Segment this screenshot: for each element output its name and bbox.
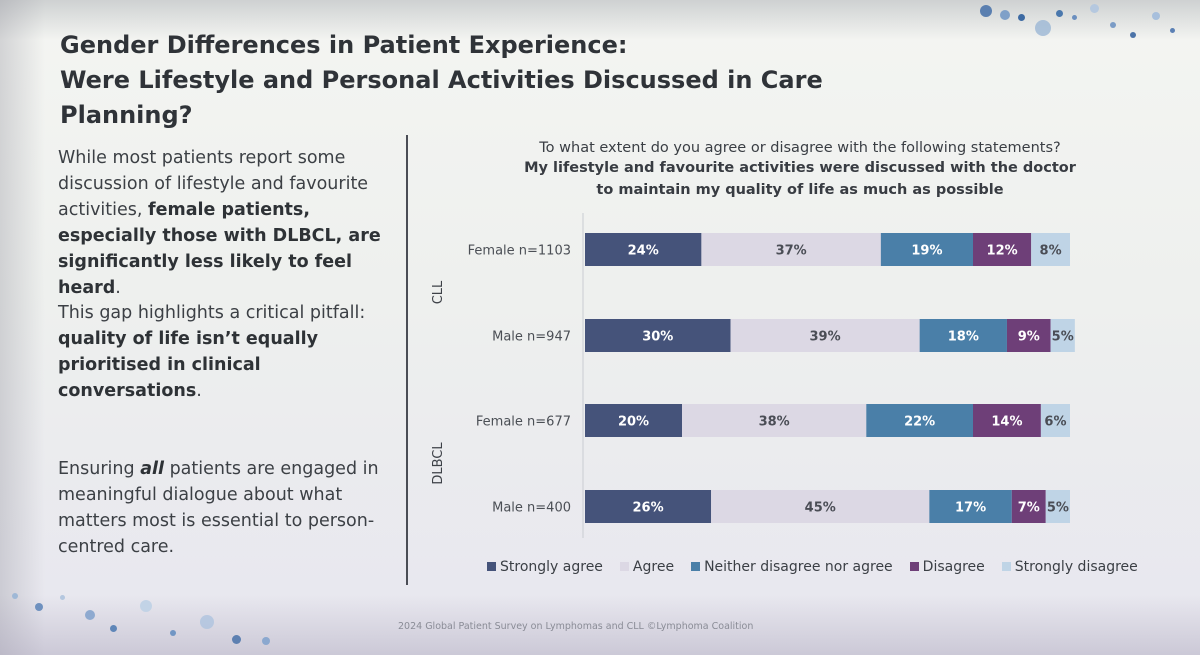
chart-question: To what extent do you agree or disagree … bbox=[539, 140, 1061, 156]
bar-segment-agree bbox=[711, 490, 930, 523]
legend-swatch bbox=[691, 562, 701, 571]
bar-segment-agree bbox=[730, 319, 920, 352]
legend-swatch bbox=[487, 562, 496, 571]
chart-statement-line-1: My lifestyle and favourite activities we… bbox=[524, 160, 1076, 176]
data-label-strongly-disagree: 8% bbox=[1040, 244, 1062, 259]
data-label-agree: 38% bbox=[759, 415, 790, 430]
decorative-dots-top bbox=[960, 0, 1200, 60]
legend-item-strongly-disagree: Strongly disagree bbox=[1001, 559, 1138, 575]
chart-statement-line-2: to maintain my quality of life as much a… bbox=[596, 182, 1004, 198]
footer-source: 2024 Global Patient Survey on Lymphomas … bbox=[398, 621, 754, 632]
chart-legend: Strongly agree Agree Neither disagree nor … bbox=[487, 559, 1187, 575]
data-label-disagree: 12% bbox=[987, 244, 1018, 259]
legend-swatch bbox=[619, 562, 629, 571]
data-label-neither-disagree-nor-agree: 22% bbox=[904, 415, 935, 430]
bar-segment-strongly-disagree bbox=[1050, 319, 1075, 352]
legend-item-neither-disagree-nor-agree: Neither disagree nor agree bbox=[691, 559, 893, 575]
data-label-neither-disagree-nor-agree: 17% bbox=[955, 501, 986, 516]
bar-segment-strongly-disagree bbox=[1031, 233, 1070, 266]
bar-segment-neither-disagree-nor-agree bbox=[866, 404, 973, 437]
title-line-1: Gender Differences in Patient Experience… bbox=[60, 31, 628, 59]
legend-item-strongly-agree: Strongly agree bbox=[487, 559, 603, 575]
category-label: Male n=400 bbox=[492, 501, 571, 516]
chart-statement: My lifestyle and favourite activities we… bbox=[420, 157, 1180, 201]
vertical-divider bbox=[406, 135, 408, 585]
group-label-cll: CLL bbox=[431, 280, 446, 304]
bar-segment-strongly-agree bbox=[585, 233, 702, 266]
data-label-strongly-agree: 20% bbox=[618, 415, 649, 430]
legend-item-disagree: Disagree bbox=[909, 559, 985, 575]
bar-segment-strongly-disagree bbox=[1045, 490, 1070, 523]
bar-segment-strongly-disagree bbox=[1040, 404, 1070, 437]
legend-label: Agree bbox=[632, 559, 675, 575]
data-label-neither-disagree-nor-agree: 18% bbox=[948, 330, 979, 345]
bar-segment-strongly-agree bbox=[585, 490, 712, 523]
category-label: Female n=1103 bbox=[468, 244, 571, 259]
data-label-neither-disagree-nor-agree: 19% bbox=[911, 244, 942, 259]
bar-segment-neither-disagree-nor-agree bbox=[880, 233, 973, 266]
data-label-disagree: 9% bbox=[1018, 330, 1040, 345]
group-label-dlbcl: DLBCL bbox=[431, 442, 446, 485]
stacked-bar-chart: CLL DLBCL Female n=1103 24% 37% 19% 12% 8% Male … bbox=[431, 213, 1075, 538]
decorative-dots-bottom bbox=[0, 585, 300, 655]
data-label-strongly-agree: 30% bbox=[642, 330, 673, 345]
bar-segment-strongly-agree bbox=[585, 404, 682, 437]
bar-segment-neither-disagree-nor-agree bbox=[919, 319, 1007, 352]
legend-item-agree: Agree bbox=[619, 559, 675, 575]
legend-label: Disagree bbox=[922, 559, 985, 575]
bar-segment-disagree bbox=[1011, 490, 1046, 523]
bar-segment-agree bbox=[682, 404, 867, 437]
data-label-strongly-disagree: 5% bbox=[1047, 501, 1069, 516]
top-shade bbox=[0, 0, 1200, 40]
legend-label: Strongly disagree bbox=[1014, 559, 1138, 575]
data-label-strongly-agree: 24% bbox=[628, 244, 659, 259]
title-line-2: Were Lifestyle and Personal Activities D… bbox=[60, 66, 823, 129]
slide-title: Gender Differences in Patient Experience… bbox=[60, 28, 960, 133]
bar-segment-neither-disagree-nor-agree bbox=[929, 490, 1012, 523]
data-label-agree: 37% bbox=[776, 244, 807, 259]
data-label-strongly-disagree: 6% bbox=[1044, 415, 1066, 430]
data-label-disagree: 7% bbox=[1018, 501, 1040, 516]
category-label: Female n=677 bbox=[476, 415, 571, 430]
legend-swatch bbox=[909, 562, 919, 571]
bar-segment-disagree bbox=[1006, 319, 1051, 352]
data-label-agree: 39% bbox=[810, 330, 841, 345]
legend-label: Strongly agree bbox=[500, 559, 603, 575]
legend-label: Neither disagree nor agree bbox=[704, 559, 893, 575]
summary-paragraph-1: While most patients report some discussi… bbox=[58, 148, 381, 298]
data-label-strongly-disagree: 5% bbox=[1052, 330, 1074, 345]
bar-segment-strongly-agree bbox=[585, 319, 731, 352]
legend-swatch bbox=[1001, 562, 1011, 571]
bar-segment-disagree bbox=[973, 404, 1041, 437]
summary-paragraph-3: Ensuring all patients are engaged in mea… bbox=[58, 459, 379, 557]
bar-segment-disagree bbox=[973, 233, 1032, 266]
data-label-strongly-agree: 26% bbox=[632, 501, 663, 516]
data-label-agree: 45% bbox=[805, 501, 836, 516]
left-shade bbox=[0, 0, 45, 655]
category-label: Male n=947 bbox=[492, 330, 571, 345]
summary-paragraph-2: This gap highlights a critical pitfall: … bbox=[58, 303, 366, 401]
data-label-disagree: 14% bbox=[991, 415, 1022, 430]
bar-segment-agree bbox=[701, 233, 881, 266]
